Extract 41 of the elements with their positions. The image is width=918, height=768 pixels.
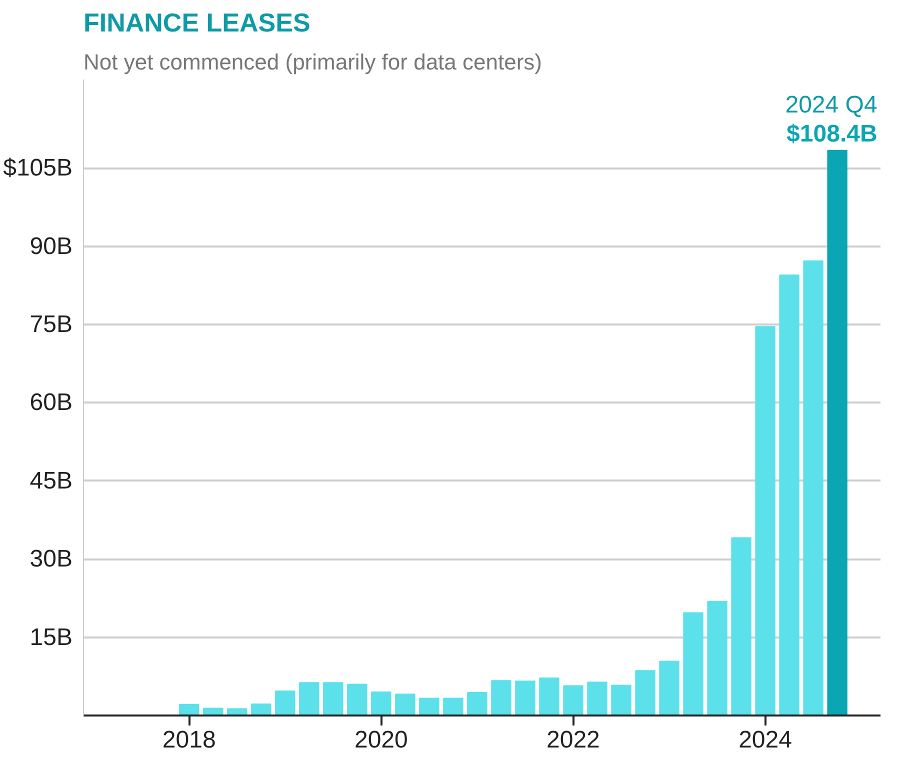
bar <box>395 694 416 716</box>
bar <box>635 670 656 716</box>
bar <box>611 684 632 716</box>
bar <box>371 692 392 716</box>
bar <box>803 260 824 716</box>
bar <box>515 680 536 716</box>
bar <box>731 537 752 716</box>
bar <box>587 682 608 716</box>
bar <box>323 682 344 716</box>
y-tick-label: 15B <box>30 624 72 651</box>
bar <box>755 326 776 716</box>
bar <box>299 682 320 716</box>
x-tick-label: 2024 <box>738 726 792 754</box>
bar <box>443 698 464 716</box>
y-tick-label: 30B <box>30 546 72 573</box>
data-label: $108.4B <box>786 120 878 148</box>
bar <box>563 685 584 716</box>
y-tick-label: 90B <box>30 232 72 260</box>
bar <box>707 600 728 716</box>
x-tick-label: 2020 <box>354 726 408 754</box>
bar <box>539 677 560 716</box>
bar <box>419 698 440 716</box>
bar <box>179 704 200 716</box>
bar <box>275 690 296 716</box>
bar <box>683 612 704 716</box>
chart-title: FINANCE LEASES <box>84 8 310 38</box>
chart-subtitle: Not yet commenced (primarily for data centers) <box>84 50 542 74</box>
bar <box>659 660 680 716</box>
y-tick-label: $105B <box>3 154 73 182</box>
y-tick-label: 45B <box>30 467 72 494</box>
bar <box>827 150 848 716</box>
y-tick-label: 75B <box>30 311 72 338</box>
bar <box>491 680 512 716</box>
x-tick-label: 2018 <box>162 726 216 754</box>
bar <box>467 692 488 716</box>
annotation: 2024 Q4 <box>785 91 878 118</box>
bar <box>347 684 368 716</box>
bar <box>779 274 800 716</box>
y-tick-label: 60B <box>30 389 72 416</box>
bar <box>251 704 272 716</box>
x-tick-label: 2022 <box>546 726 600 754</box>
